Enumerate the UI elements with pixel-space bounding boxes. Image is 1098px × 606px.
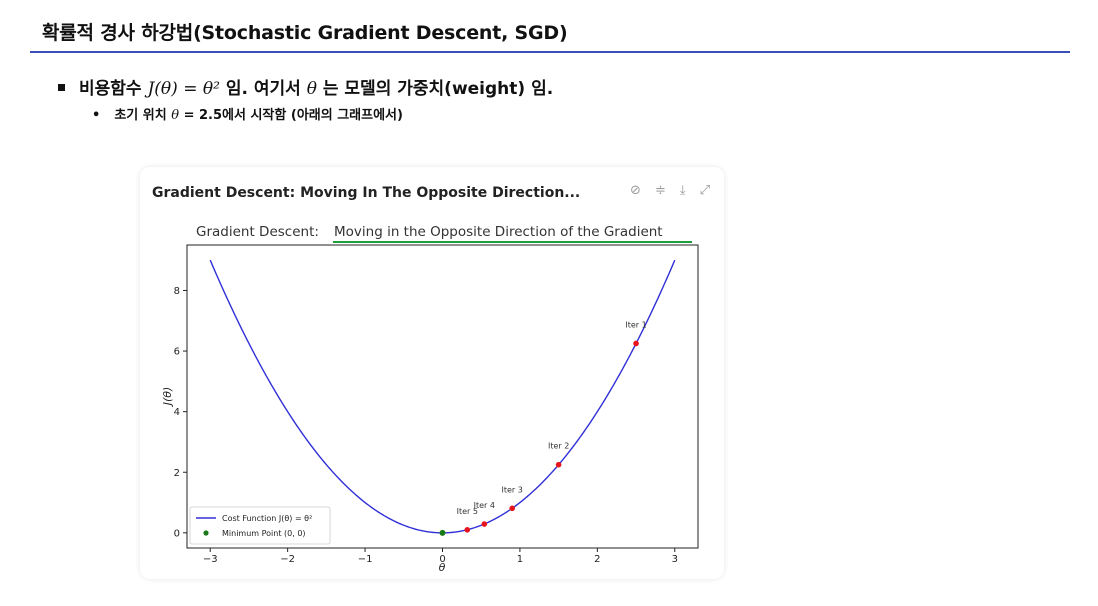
- expand-icon[interactable]: ⤢: [699, 183, 710, 198]
- x-axis: −3 −2 −1 0 1 2 3: [203, 548, 678, 565]
- y-tick-label: 2: [174, 468, 180, 479]
- x-tick-label: 0: [439, 554, 445, 565]
- pin-off-icon[interactable]: ⊘: [630, 183, 641, 198]
- y-axis: 0 2 4 6 8: [174, 286, 187, 539]
- iteration-point: [509, 505, 515, 512]
- cost-curve-line: [209, 259, 676, 534]
- iteration-label: Iter 2: [548, 442, 569, 451]
- y-axis-label: J(θ): [161, 387, 174, 408]
- x-tick-label: −2: [280, 554, 295, 565]
- iteration-point: [555, 461, 562, 468]
- iteration-point: [464, 527, 471, 533]
- iteration-point: [633, 340, 639, 347]
- legend-box: [189, 506, 331, 545]
- bullet2-pre: 초기 위치: [114, 108, 172, 123]
- dot-bullet-icon: •: [92, 108, 101, 123]
- gradient-descent-chart: Gradient Descent: Moving in the Opposite…: [161, 224, 699, 574]
- y-tick-label: 4: [174, 407, 180, 418]
- bullet1-mid: 임. 여기서: [219, 79, 307, 99]
- slide-title: 확률적 경사 하강법(Stochastic Gradient Descent, …: [42, 22, 568, 44]
- iteration-label: Iter 5: [457, 507, 478, 516]
- x-axis-label: θ: [439, 561, 446, 574]
- plot-frame: [186, 244, 699, 549]
- bullet1-pre: 비용함수: [79, 79, 148, 99]
- x-tick-label: −1: [358, 554, 373, 565]
- bullet2-math-theta: θ: [171, 108, 180, 123]
- chart-card-title: Gradient Descent: Moving In The Opposite…: [152, 185, 581, 201]
- bullet-cost-function: 비용함수 J(θ) = θ² 임. 여기서 θ 는 모델의 가중치(weight…: [58, 74, 553, 99]
- legend: Cost Function J(θ) = θ² Minimum Point (0…: [189, 506, 331, 545]
- y-tick-label: 6: [174, 347, 180, 358]
- sliders-icon[interactable]: ≑: [654, 183, 666, 198]
- iteration-point: [481, 521, 488, 527]
- y-tick-label: 8: [174, 286, 180, 297]
- square-bullet-icon: [58, 83, 65, 91]
- chart-toolbar: ⊘ ≑ ⤓ ⤢: [630, 183, 710, 198]
- chart-title-plain: Gradient Descent:: [196, 224, 319, 240]
- iteration-label: Iter 3: [502, 485, 523, 494]
- x-tick-label: 1: [517, 554, 523, 565]
- bullet-initial-position: • 초기 위치 θ = 2.5에서 시작함 (아래의 그래프에서): [92, 104, 403, 123]
- title-divider: [30, 51, 1070, 53]
- y-tick-label: 0: [174, 528, 180, 539]
- minimum-point: [439, 529, 446, 536]
- chart-card: Gradient Descent: Moving In The Opposite…: [140, 167, 724, 579]
- legend-cost-function: Cost Function J(θ) = θ²: [222, 514, 312, 523]
- x-tick-label: 2: [594, 554, 600, 565]
- bullet2-post: = 2.5에서 시작함 (아래의 그래프에서): [179, 108, 403, 123]
- chart-title-underlined: Moving in the Opposite Direction of the …: [334, 224, 663, 240]
- x-tick-label: 3: [672, 554, 678, 565]
- iteration-label: Iter 1: [625, 320, 646, 329]
- legend-dot-swatch: [203, 530, 209, 536]
- x-tick-label: −3: [203, 554, 218, 565]
- download-icon[interactable]: ⤓: [679, 183, 686, 198]
- legend-minimum-point: Minimum Point (0, 0): [222, 529, 306, 538]
- bullet1-math-theta: θ: [306, 79, 317, 99]
- bullet1-math-cost: J(θ) = θ²: [147, 79, 220, 99]
- bullet1-post: 는 모델의 가중치(weight) 임.: [316, 79, 554, 99]
- iteration-label: Iter 4: [474, 501, 495, 510]
